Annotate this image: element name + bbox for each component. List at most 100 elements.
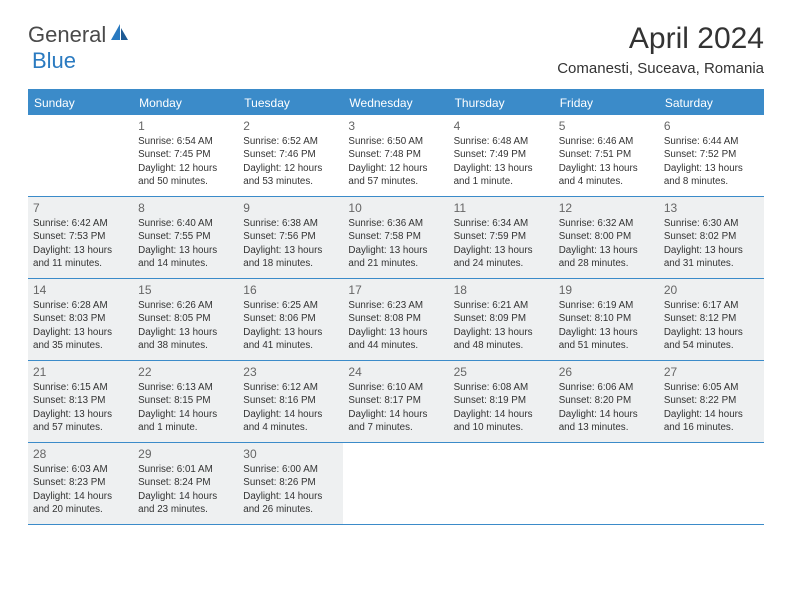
daylight2-text: and 21 minutes. — [348, 257, 443, 270]
daylight1-text: Daylight: 14 hours — [454, 408, 549, 421]
sunset-text: Sunset: 8:22 PM — [664, 394, 759, 407]
weekday-header: Saturday — [659, 91, 764, 115]
daylight2-text: and 57 minutes. — [33, 421, 128, 434]
title-block: April 2024 Comanesti, Suceava, Romania — [557, 22, 764, 77]
sunrise-text: Sunrise: 6:50 AM — [348, 135, 443, 148]
sunrise-text: Sunrise: 6:17 AM — [664, 299, 759, 312]
day-cell: 22Sunrise: 6:13 AMSunset: 8:15 PMDayligh… — [133, 361, 238, 442]
daylight2-text: and 11 minutes. — [33, 257, 128, 270]
daylight1-text: Daylight: 13 hours — [348, 244, 443, 257]
daylight2-text: and 50 minutes. — [138, 175, 233, 188]
day-number: 20 — [664, 282, 759, 298]
sunrise-text: Sunrise: 6:10 AM — [348, 381, 443, 394]
sunset-text: Sunset: 8:20 PM — [559, 394, 654, 407]
weekday-header: Monday — [133, 91, 238, 115]
week-row: 21Sunrise: 6:15 AMSunset: 8:13 PMDayligh… — [28, 361, 764, 443]
day-number: 23 — [243, 364, 338, 380]
daylight1-text: Daylight: 13 hours — [559, 326, 654, 339]
day-number: 6 — [664, 118, 759, 134]
daylight2-text: and 23 minutes. — [138, 503, 233, 516]
daylight1-text: Daylight: 13 hours — [454, 244, 549, 257]
daylight2-text: and 54 minutes. — [664, 339, 759, 352]
daylight2-text: and 1 minute. — [454, 175, 549, 188]
sunset-text: Sunset: 8:19 PM — [454, 394, 549, 407]
daylight2-text: and 26 minutes. — [243, 503, 338, 516]
day-cell: 11Sunrise: 6:34 AMSunset: 7:59 PMDayligh… — [449, 197, 554, 278]
day-cell: 21Sunrise: 6:15 AMSunset: 8:13 PMDayligh… — [28, 361, 133, 442]
day-number: 30 — [243, 446, 338, 462]
sunset-text: Sunset: 7:56 PM — [243, 230, 338, 243]
day-number: 26 — [559, 364, 654, 380]
day-cell: 1Sunrise: 6:54 AMSunset: 7:45 PMDaylight… — [133, 115, 238, 196]
daylight2-text: and 16 minutes. — [664, 421, 759, 434]
day-number: 18 — [454, 282, 549, 298]
sunset-text: Sunset: 8:17 PM — [348, 394, 443, 407]
day-number: 5 — [559, 118, 654, 134]
day-cell — [554, 443, 659, 524]
day-cell: 17Sunrise: 6:23 AMSunset: 8:08 PMDayligh… — [343, 279, 448, 360]
daylight1-text: Daylight: 14 hours — [348, 408, 443, 421]
sunrise-text: Sunrise: 6:30 AM — [664, 217, 759, 230]
daylight1-text: Daylight: 13 hours — [33, 326, 128, 339]
daylight2-text: and 28 minutes. — [559, 257, 654, 270]
day-cell: 29Sunrise: 6:01 AMSunset: 8:24 PMDayligh… — [133, 443, 238, 524]
day-cell: 2Sunrise: 6:52 AMSunset: 7:46 PMDaylight… — [238, 115, 343, 196]
daylight1-text: Daylight: 14 hours — [243, 490, 338, 503]
location-text: Comanesti, Suceava, Romania — [557, 60, 764, 77]
day-number: 1 — [138, 118, 233, 134]
daylight2-text: and 14 minutes. — [138, 257, 233, 270]
weekday-header: Sunday — [28, 91, 133, 115]
daylight2-text: and 1 minute. — [138, 421, 233, 434]
week-row: 1Sunrise: 6:54 AMSunset: 7:45 PMDaylight… — [28, 115, 764, 197]
day-cell — [449, 443, 554, 524]
sunrise-text: Sunrise: 6:15 AM — [33, 381, 128, 394]
sunset-text: Sunset: 7:49 PM — [454, 148, 549, 161]
daylight1-text: Daylight: 13 hours — [33, 244, 128, 257]
daylight1-text: Daylight: 13 hours — [138, 244, 233, 257]
daylight2-text: and 31 minutes. — [664, 257, 759, 270]
daylight1-text: Daylight: 13 hours — [243, 244, 338, 257]
sunset-text: Sunset: 8:13 PM — [33, 394, 128, 407]
sunset-text: Sunset: 8:06 PM — [243, 312, 338, 325]
day-number: 10 — [348, 200, 443, 216]
sunrise-text: Sunrise: 6:36 AM — [348, 217, 443, 230]
day-number: 9 — [243, 200, 338, 216]
daylight1-text: Daylight: 14 hours — [243, 408, 338, 421]
sunset-text: Sunset: 8:00 PM — [559, 230, 654, 243]
daylight2-text: and 7 minutes. — [348, 421, 443, 434]
sunset-text: Sunset: 8:15 PM — [138, 394, 233, 407]
daylight1-text: Daylight: 13 hours — [33, 408, 128, 421]
daylight2-text: and 38 minutes. — [138, 339, 233, 352]
sunset-text: Sunset: 7:48 PM — [348, 148, 443, 161]
week-row: 7Sunrise: 6:42 AMSunset: 7:53 PMDaylight… — [28, 197, 764, 279]
sunrise-text: Sunrise: 6:40 AM — [138, 217, 233, 230]
day-number: 13 — [664, 200, 759, 216]
daylight2-text: and 8 minutes. — [664, 175, 759, 188]
daylight1-text: Daylight: 13 hours — [454, 326, 549, 339]
day-number: 28 — [33, 446, 128, 462]
sunrise-text: Sunrise: 6:52 AM — [243, 135, 338, 148]
sunrise-text: Sunrise: 6:21 AM — [454, 299, 549, 312]
daylight2-text: and 44 minutes. — [348, 339, 443, 352]
daylight1-text: Daylight: 13 hours — [664, 162, 759, 175]
daylight2-text: and 24 minutes. — [454, 257, 549, 270]
sunrise-text: Sunrise: 6:42 AM — [33, 217, 128, 230]
daylight2-text: and 4 minutes. — [559, 175, 654, 188]
week-row: 28Sunrise: 6:03 AMSunset: 8:23 PMDayligh… — [28, 443, 764, 525]
sunrise-text: Sunrise: 6:25 AM — [243, 299, 338, 312]
daylight1-text: Daylight: 14 hours — [664, 408, 759, 421]
weekday-header: Thursday — [449, 91, 554, 115]
day-cell: 27Sunrise: 6:05 AMSunset: 8:22 PMDayligh… — [659, 361, 764, 442]
sunset-text: Sunset: 8:05 PM — [138, 312, 233, 325]
daylight2-text: and 53 minutes. — [243, 175, 338, 188]
sunset-text: Sunset: 7:46 PM — [243, 148, 338, 161]
sunrise-text: Sunrise: 6:13 AM — [138, 381, 233, 394]
daylight1-text: Daylight: 14 hours — [559, 408, 654, 421]
day-cell: 3Sunrise: 6:50 AMSunset: 7:48 PMDaylight… — [343, 115, 448, 196]
daylight2-text: and 4 minutes. — [243, 421, 338, 434]
day-cell: 18Sunrise: 6:21 AMSunset: 8:09 PMDayligh… — [449, 279, 554, 360]
day-number: 24 — [348, 364, 443, 380]
day-number: 27 — [664, 364, 759, 380]
sunrise-text: Sunrise: 6:12 AM — [243, 381, 338, 394]
day-cell: 6Sunrise: 6:44 AMSunset: 7:52 PMDaylight… — [659, 115, 764, 196]
